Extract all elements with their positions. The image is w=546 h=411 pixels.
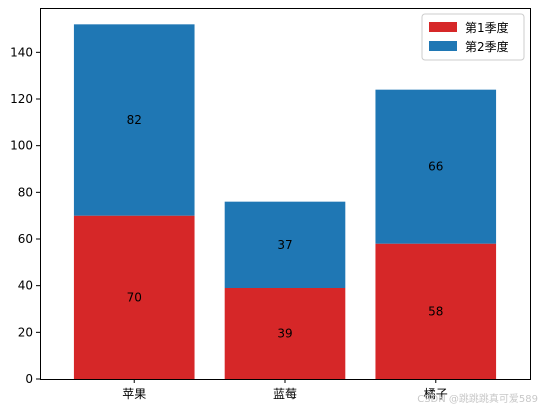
watermark: CSDN @跳跳跳真可爱589 xyxy=(417,394,538,405)
data-label-series1-1: 39 xyxy=(277,327,292,341)
y-tick-label: 60 xyxy=(18,232,33,246)
x-tick-label-0: 苹果 xyxy=(122,387,146,401)
x-tick-label-2: 橘子 xyxy=(424,386,448,401)
legend-label-series2: 第2季度 xyxy=(465,39,509,54)
bars-group xyxy=(73,24,497,379)
legend-swatch-series2 xyxy=(429,41,457,51)
y-tick-label: 120 xyxy=(10,92,33,106)
bar-series2-2 xyxy=(375,89,497,244)
legend-label-series1: 第1季度 xyxy=(465,20,509,35)
data-label-series1-2: 58 xyxy=(428,304,443,318)
bar-series1-0 xyxy=(73,215,195,379)
bar-series2-1 xyxy=(224,201,346,288)
y-tick-label: 100 xyxy=(10,139,33,153)
legend-swatch-series1 xyxy=(429,22,457,32)
y-axis: 0 20 40 60 80 100 120 140 xyxy=(10,45,40,386)
data-label-series1-0: 70 xyxy=(127,290,142,304)
data-label-series2-0: 82 xyxy=(127,113,142,127)
data-label-series2-1: 37 xyxy=(277,238,292,252)
y-tick-label: 40 xyxy=(18,279,33,293)
y-tick-label: 0 xyxy=(25,372,33,386)
bar-series1-2 xyxy=(375,243,497,379)
bar-series2-0 xyxy=(73,24,195,216)
y-tick-label: 20 xyxy=(18,325,33,339)
bar-labels-group: 70 82 39 37 58 66 xyxy=(127,113,444,341)
x-tick-label-1: 蓝莓 xyxy=(273,387,297,401)
y-tick-label: 140 xyxy=(10,45,33,59)
plot-frame xyxy=(40,8,531,380)
y-tick-label: 80 xyxy=(18,185,33,199)
bar-series1-1 xyxy=(224,288,346,379)
data-label-series2-2: 66 xyxy=(428,160,443,174)
x-axis: 苹果 蓝莓 橘子 xyxy=(122,379,448,401)
